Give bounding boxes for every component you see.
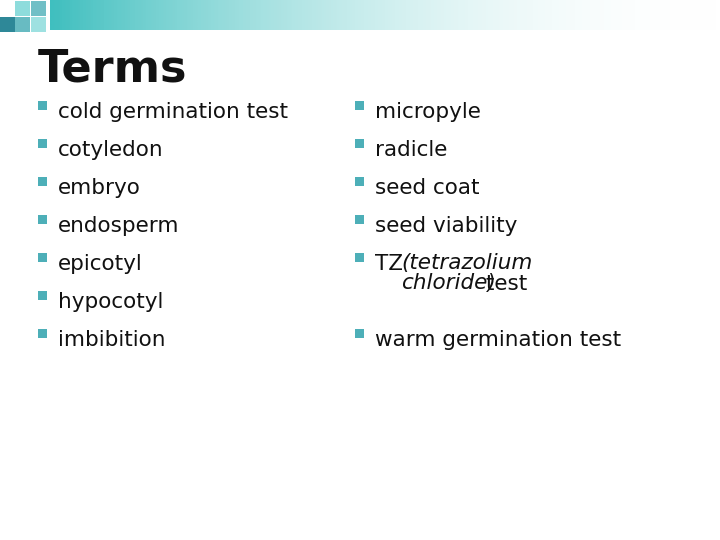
- Bar: [355, 138, 364, 147]
- Bar: [355, 100, 364, 110]
- Text: epicotyl: epicotyl: [58, 253, 143, 273]
- Bar: [15, 17, 30, 32]
- Text: cold germination test: cold germination test: [58, 102, 288, 122]
- Text: hypocotyl: hypocotyl: [58, 292, 163, 312]
- Bar: [38, 291, 47, 300]
- Text: chloride): chloride): [401, 273, 496, 294]
- Bar: [31, 17, 46, 32]
- Text: endosperm: endosperm: [58, 215, 179, 235]
- Bar: [38, 100, 47, 110]
- Text: test: test: [479, 273, 527, 294]
- Bar: [355, 177, 364, 186]
- Bar: [38, 253, 47, 261]
- Bar: [38, 328, 47, 338]
- Bar: [355, 214, 364, 224]
- Text: warm germination test: warm germination test: [375, 329, 621, 349]
- Text: radicle: radicle: [375, 139, 447, 159]
- Bar: [15, 1, 30, 16]
- Text: cotyledon: cotyledon: [58, 139, 163, 159]
- Text: seed coat: seed coat: [375, 178, 480, 198]
- Bar: [0, 17, 15, 32]
- Text: imbibition: imbibition: [58, 329, 166, 349]
- Bar: [355, 253, 364, 261]
- Bar: [38, 214, 47, 224]
- Bar: [38, 138, 47, 147]
- Text: Terms: Terms: [38, 47, 187, 90]
- Bar: [38, 177, 47, 186]
- Text: seed viability: seed viability: [375, 215, 518, 235]
- Text: (tetrazolium: (tetrazolium: [401, 253, 532, 273]
- Text: TZ: TZ: [375, 253, 410, 273]
- Text: embryo: embryo: [58, 178, 141, 198]
- Text: micropyle: micropyle: [375, 102, 481, 122]
- Bar: [355, 328, 364, 338]
- Bar: [31, 1, 46, 16]
